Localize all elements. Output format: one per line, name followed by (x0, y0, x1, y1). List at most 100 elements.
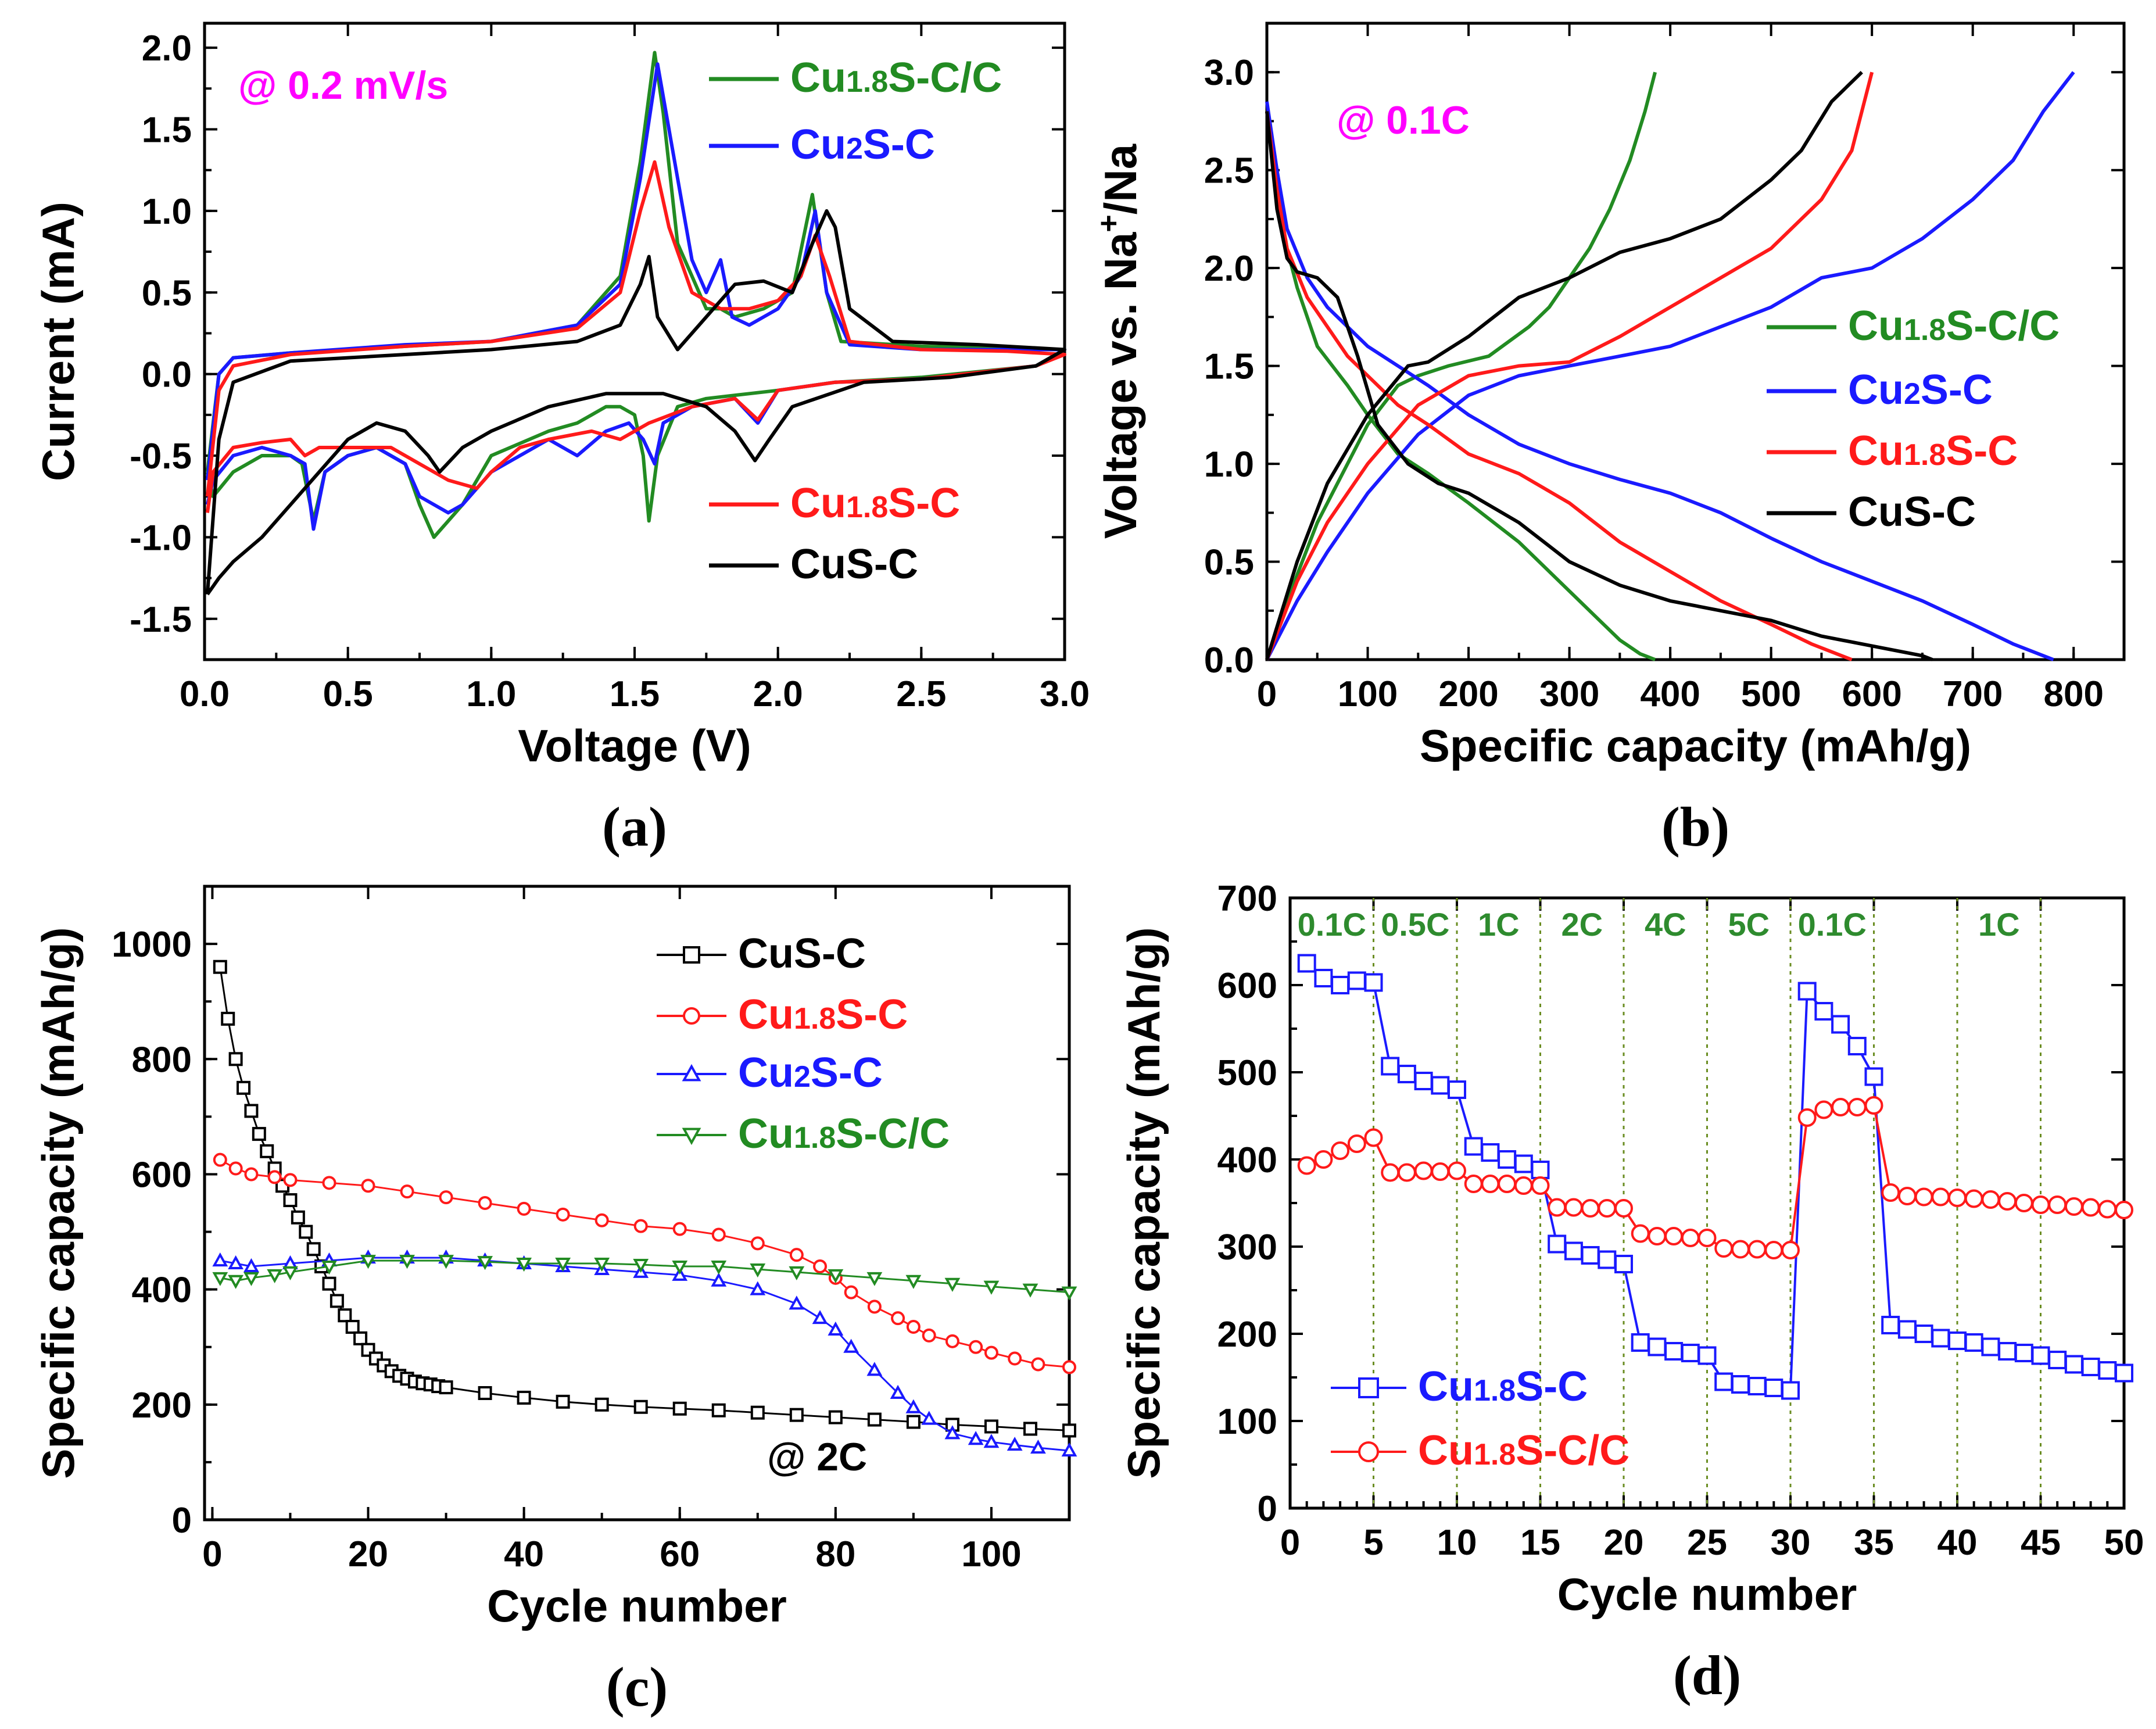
rate-label: 0.1C (1298, 906, 1366, 943)
y-tick-label: 400 (1217, 1140, 1277, 1180)
data-point (228, 1052, 243, 1066)
data-point (750, 1263, 766, 1278)
data-point (1847, 1037, 1867, 1055)
data-point (2081, 1358, 2100, 1376)
data-point (1998, 1192, 2017, 1211)
data-point (633, 1219, 648, 1233)
x-axis-label: Cycle number (1557, 1569, 1857, 1620)
data-point (213, 1152, 227, 1167)
x-tick-label: 2.0 (753, 674, 803, 714)
legend-label: CuS-C (790, 541, 918, 588)
legend-label: Cu1.8S-C (1848, 428, 2018, 474)
charge-line (1265, 71, 2075, 661)
data-point (439, 1190, 453, 1205)
data-point (1531, 1176, 1550, 1195)
data-point (228, 1275, 244, 1289)
data-point (866, 1272, 883, 1286)
data-point (843, 1338, 859, 1353)
series-line (220, 1257, 1070, 1452)
plot-frame (1265, 22, 2126, 661)
data-point (556, 1207, 570, 1222)
data-point (1431, 1076, 1450, 1095)
data-point (906, 1415, 921, 1429)
data-point (283, 1193, 298, 1208)
legend-label: CuS-C (1848, 489, 1976, 535)
data-point (1648, 1227, 1667, 1245)
data-point (556, 1394, 570, 1409)
series-line (219, 966, 1070, 1431)
data-point (1648, 1337, 1667, 1356)
y-tick-label: -1.5 (130, 600, 192, 640)
data-point (922, 1328, 936, 1343)
y-tick-label: 0.0 (142, 355, 192, 395)
data-point (1664, 1227, 1684, 1245)
data-point (322, 1276, 336, 1291)
data-point (945, 1334, 959, 1348)
data-point (672, 1401, 687, 1416)
y-axis-label: Specific capacity (mAh/g) (33, 927, 84, 1479)
legend-label: Cu1.8S-C/C (1418, 1427, 1629, 1474)
data-point (1564, 1198, 1583, 1217)
panel-caption: (c) (606, 1656, 668, 1718)
data-point (2115, 1201, 2133, 1219)
data-point (968, 1431, 984, 1445)
data-point (1531, 1161, 1550, 1179)
data-point (984, 1345, 998, 1360)
data-point (1897, 1320, 1917, 1339)
data-point (1364, 1128, 1383, 1147)
panel-caption: (b) (1661, 796, 1729, 858)
legend-label: CuS-C (738, 930, 866, 977)
y-tick-label: 600 (1217, 966, 1277, 1006)
data-point (1681, 1344, 1700, 1362)
data-point (750, 1236, 765, 1251)
x-tick-label: 300 (1539, 674, 1599, 714)
data-point (921, 1411, 937, 1425)
y-tick-label: 0.5 (142, 273, 192, 313)
data-point (267, 1269, 283, 1283)
data-point (2064, 1197, 2083, 1216)
x-tick-label: 20 (1604, 1523, 1644, 1563)
data-point (983, 1434, 1000, 1448)
y-tick-label: -0.5 (130, 436, 192, 477)
data-point (1548, 1198, 1567, 1217)
x-tick-label: 45 (2021, 1523, 2061, 1563)
data-point (828, 1410, 843, 1424)
y-tick-label: 500 (1217, 1053, 1277, 1093)
data-point (516, 1258, 532, 1272)
data-point (1981, 1337, 2000, 1356)
data-point (1347, 1134, 1366, 1153)
data-point (1297, 1156, 1316, 1175)
y-tick-label: 200 (132, 1386, 192, 1426)
data-point (228, 1161, 243, 1176)
data-point (1414, 1161, 1433, 1180)
data-point (330, 1294, 344, 1308)
y-axis-label: Voltage vs. Na+/Na (1092, 144, 1146, 539)
data-point (1061, 1442, 1077, 1457)
y-tick-label: 300 (1217, 1227, 1277, 1268)
data-point (812, 1310, 828, 1325)
data-point (1697, 1346, 1717, 1365)
data-point (322, 1176, 336, 1190)
x-tick-label: 700 (1943, 674, 2003, 714)
data-point (969, 1340, 983, 1354)
legend-label: Cu1.8S-C/C (790, 55, 1002, 101)
data-point (1914, 1187, 1933, 1207)
rate-label: 2C (1561, 906, 1603, 943)
data-point (828, 1321, 844, 1336)
legend-label: Cu2S-C (1848, 367, 1993, 413)
x-tick-label: 0.5 (323, 674, 373, 714)
data-point (2098, 1361, 2117, 1380)
y-tick-label: 0.5 (1204, 543, 1254, 583)
data-point (944, 1277, 961, 1292)
data-point (1448, 1080, 1466, 1099)
data-point (1631, 1224, 1650, 1243)
charge-line (1265, 71, 1863, 660)
rate-annotation: @ 2C (767, 1435, 867, 1479)
x-tick-label: 500 (1741, 674, 1801, 714)
panel-caption: (a) (602, 796, 667, 858)
data-point (477, 1256, 493, 1270)
data-point (1614, 1255, 1633, 1273)
data-point (299, 1225, 313, 1239)
